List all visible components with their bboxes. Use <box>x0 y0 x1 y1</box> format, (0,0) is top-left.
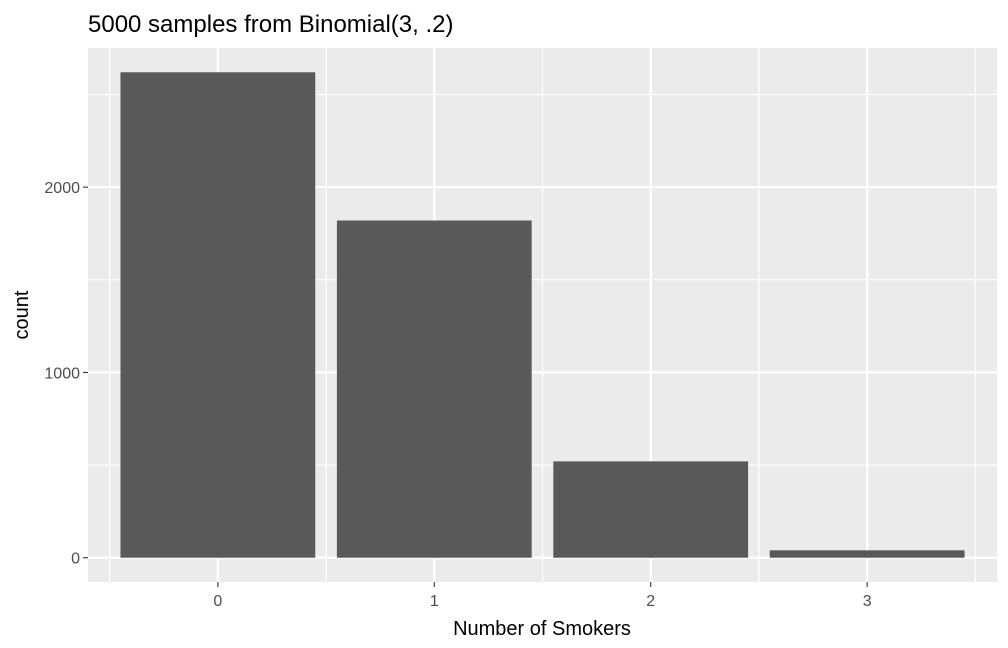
x-tick-label: 1 <box>430 593 439 610</box>
x-tick-label: 2 <box>646 593 655 610</box>
bar-2 <box>553 461 749 558</box>
y-axis-title: count <box>11 290 33 339</box>
y-tick-label: 2000 <box>44 180 80 197</box>
y-tick-label: 0 <box>71 551 80 568</box>
bar-3 <box>769 550 965 558</box>
x-tick-label: 0 <box>213 593 222 610</box>
y-axis: 0 1000 2000 <box>44 180 88 568</box>
bar-0 <box>120 72 316 558</box>
chart-title: 5000 samples from Binomial(3, .2) <box>88 11 453 38</box>
x-tick-label: 3 <box>863 593 872 610</box>
bars <box>120 72 965 558</box>
bar-1 <box>336 220 532 558</box>
x-axis-title: Number of Smokers <box>453 618 631 640</box>
x-axis: 0 1 2 3 <box>213 582 872 610</box>
y-tick-label: 1000 <box>44 365 80 382</box>
